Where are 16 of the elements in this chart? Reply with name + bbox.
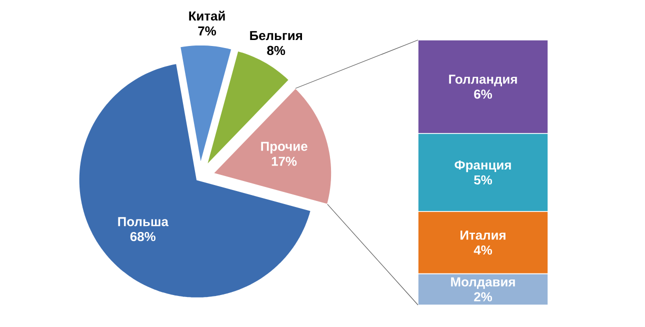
data-label: 5% [474,175,492,185]
data-label: 8% [267,46,286,56]
data-label: 6% [474,90,492,99]
series-label: Италия [460,230,506,240]
data-label: 2% [474,292,492,302]
series-label: Франция [454,160,511,172]
series-label: Голландия [449,74,517,86]
series-label: Молдавия [451,277,515,289]
slice-label: Китай [189,10,225,21]
data-label: 17% [272,156,297,166]
data-label: 4% [474,246,492,255]
data-label: 68% [130,232,156,242]
data-label: 7% [198,26,216,36]
slice-label: Прочие [261,142,308,154]
slice-label: Польша [118,217,169,226]
slice-label: Бельгия [250,31,302,40]
